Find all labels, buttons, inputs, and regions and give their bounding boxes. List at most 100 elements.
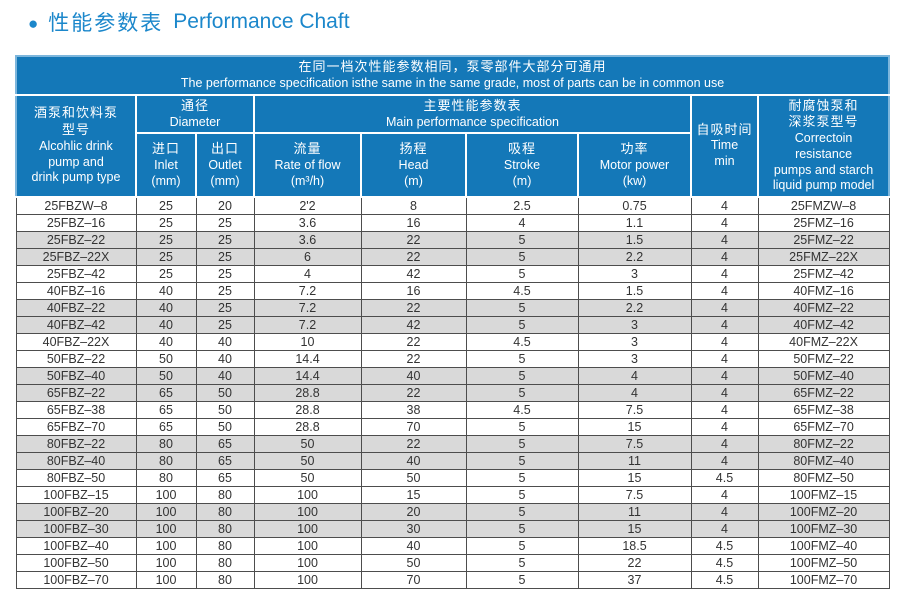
cell-power: 2.2 [577,247,692,266]
cell-inlet: 40 [135,315,197,334]
cell-outlet: 80 [195,570,255,589]
cell-pump-model: 100FBZ–70 [15,570,137,589]
cell-outlet: 25 [195,298,255,317]
cell-flow: 7.2 [253,298,362,317]
cell-stroke: 5 [465,519,579,538]
cell-stroke: 2.5 [465,196,579,215]
cell-pump-model: 100FBZ–40 [15,536,137,555]
banner: 在同一档次性能参数相同，泵零部件大部分可通用 The performance s… [14,55,891,96]
flow-unit: (m³/h) [290,173,325,188]
table-row: 40FBZ–22 40 25 7.2 22 5 2.2 4 40FMZ–22 [15,298,890,317]
cell-pump-model: 50FBZ–22 [15,349,137,368]
cell-resistance-model: 65FMZ–70 [757,417,890,436]
time-zh: 自吸时间 [696,121,753,137]
cell-time: 4 [690,230,759,249]
cell-power: 22 [577,553,692,572]
cell-power: 37 [577,570,692,589]
table-body: 25FBZW–8 25 20 2'2 8 2.5 0.75 4 25FMZW–8 25FBZ–16… [15,196,890,589]
cell-inlet: 80 [135,451,197,470]
cell-head: 38 [360,400,467,419]
cell-resistance-model: 50FMZ–22 [757,349,890,368]
cell-power: 18.5 [577,536,692,555]
cell-power: 7.5 [577,485,692,504]
cell-pump-model: 40FBZ–16 [15,281,137,300]
page-title-en: Performance Chaft [173,10,350,33]
cell-resistance-model: 80FMZ–50 [757,468,890,487]
main-spec-en: Main performance specification [386,114,559,129]
cell-head: 50 [360,553,467,572]
cell-pump-model: 40FBZ–22 [15,298,137,317]
col-header-flow: 流量 Rate of flow (m³/h) [253,132,362,198]
cell-flow: 100 [253,485,362,504]
cell-inlet: 65 [135,383,197,402]
cell-resistance-model: 100FMZ–50 [757,553,890,572]
cell-stroke: 5 [465,570,579,589]
cell-flow: 100 [253,553,362,572]
cell-pump-model: 40FBZ–22X [15,332,137,351]
cell-head: 8 [360,196,467,215]
cell-time: 4.5 [690,570,759,589]
cell-outlet: 40 [195,332,255,351]
cell-power: 3 [577,332,692,351]
outlet-zh: 出口 [210,140,239,156]
time-unit: min [714,154,735,169]
resistance-en-2: resistance [795,146,853,161]
cell-resistance-model: 100FMZ–40 [757,536,890,555]
cell-head: 30 [360,519,467,538]
cell-pump-model: 100FBZ–30 [15,519,137,538]
cell-outlet: 80 [195,553,255,572]
cell-flow: 100 [253,570,362,589]
cell-flow: 28.8 [253,400,362,419]
cell-resistance-model: 100FMZ–70 [757,570,890,589]
cell-stroke: 5 [465,434,579,453]
cell-inlet: 25 [135,196,197,215]
cell-power: 15 [577,417,692,436]
cell-time: 4 [690,519,759,538]
pump-type-en-3: drink pump type [31,170,121,185]
cell-stroke: 5 [465,366,579,385]
table-row: 100FBZ–20 100 80 100 20 5 11 4 100FMZ–20 [15,502,890,521]
cell-pump-model: 80FBZ–50 [15,468,137,487]
diameter-en: Diameter [169,114,221,129]
cell-pump-model: 25FBZ–22 [15,230,137,249]
cell-stroke: 5 [465,468,579,487]
cell-resistance-model: 25FMZ–22 [757,230,890,249]
power-en: Motor power [599,157,670,172]
cell-resistance-model: 65FMZ–38 [757,400,890,419]
cell-pump-model: 50FBZ–40 [15,366,137,385]
table-row: 40FBZ–22X 40 40 10 22 4.5 3 4 40FMZ–22X [15,332,890,351]
cell-inlet: 50 [135,366,197,385]
cell-power: 1.1 [577,213,692,232]
cell-flow: 10 [253,332,362,351]
cell-power: 11 [577,451,692,470]
cell-head: 22 [360,230,467,249]
cell-head: 20 [360,502,467,521]
cell-time: 4 [690,298,759,317]
cell-inlet: 100 [135,536,197,555]
cell-outlet: 65 [195,434,255,453]
banner-line-zh: 在同一档次性能参数相同，泵零部件大部分可通用 [298,59,607,74]
stroke-zh: 吸程 [507,140,536,156]
cell-outlet: 80 [195,536,255,555]
cell-outlet: 40 [195,349,255,368]
cell-flow: 7.2 [253,281,362,300]
table-row: 25FBZW–8 25 20 2'2 8 2.5 0.75 4 25FMZW–8 [15,196,890,215]
cell-time: 4 [690,502,759,521]
outlet-en: Outlet [208,157,242,172]
cell-time: 4.5 [690,468,759,487]
cell-inlet: 40 [135,281,197,300]
performance-table: 在同一档次性能参数相同，泵零部件大部分可通用 The performance s… [14,55,891,589]
cell-outlet: 80 [195,519,255,538]
cell-inlet: 40 [135,298,197,317]
cell-head: 22 [360,434,467,453]
cell-resistance-model: 100FMZ–30 [757,519,890,538]
cell-resistance-model: 65FMZ–22 [757,383,890,402]
table-row: 50FBZ–40 50 40 14.4 40 5 4 4 50FMZ–40 [15,366,890,385]
cell-inlet: 100 [135,502,197,521]
cell-outlet: 25 [195,264,255,283]
table-row: 40FBZ–16 40 25 7.2 16 4.5 1.5 4 40FMZ–16 [15,281,890,300]
cell-head: 42 [360,264,467,283]
cell-pump-model: 80FBZ–40 [15,451,137,470]
head-zh: 扬程 [399,140,428,156]
cell-time: 4 [690,417,759,436]
